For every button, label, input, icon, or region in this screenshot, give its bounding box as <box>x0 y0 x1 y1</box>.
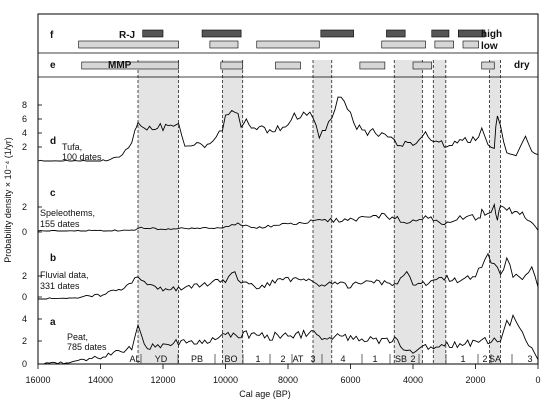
period-label: 2 <box>280 354 285 364</box>
period-label: YD <box>155 354 168 364</box>
shaded-period <box>222 60 243 364</box>
low-bar <box>434 40 454 49</box>
low-bar <box>381 40 426 49</box>
x-tick-label: 12000 <box>150 375 175 385</box>
mmp-bar <box>220 61 243 70</box>
period-label: 1 <box>460 354 465 364</box>
panel-e-letter: e <box>50 60 56 71</box>
series-c-count: 155 dates <box>40 219 80 229</box>
low-bar <box>462 40 479 49</box>
series-c-name: Speleothems, <box>40 208 95 218</box>
period-label: 3 <box>310 354 315 364</box>
low-bar <box>78 40 179 49</box>
shaded-period <box>433 60 446 364</box>
mmp-bar <box>81 61 179 70</box>
x-tick-label: 4000 <box>403 375 423 385</box>
panel-f-low-label: low <box>481 41 498 52</box>
panel-f-label: R-J <box>119 30 135 41</box>
x-tick-label: 14000 <box>88 375 113 385</box>
series-b-name: Fluvial data, <box>40 270 89 280</box>
y-tick-label: 6 <box>22 114 27 124</box>
x-tick-label: 0 <box>535 375 540 385</box>
period-label: 4 <box>340 354 345 364</box>
mmp-bar <box>359 61 386 70</box>
high-bar <box>201 29 242 38</box>
period-label: 3 <box>527 354 532 364</box>
y-tick-label: 2 <box>22 336 27 346</box>
low-bar <box>209 40 239 49</box>
y-tick-label: 4 <box>22 128 27 138</box>
y-tick-label: 2 <box>22 202 27 212</box>
tick-marks <box>37 104 539 369</box>
shaded-period <box>394 60 423 364</box>
x-tick-label: 2000 <box>465 375 485 385</box>
y-tick-label: 0 <box>22 292 27 302</box>
high-bar <box>386 29 406 38</box>
series-d-name: Tufa, <box>62 142 82 152</box>
period-label: SA <box>489 354 501 364</box>
period-label: AL <box>129 354 140 364</box>
panel-e-label: MMP <box>108 60 132 71</box>
period-label: AT <box>293 354 304 364</box>
y-tick-label: 0 <box>22 227 27 237</box>
series-d-count: 100 dates <box>62 152 102 162</box>
x-tick-label: 10000 <box>213 375 238 385</box>
period-label: 2 <box>482 354 487 364</box>
y-tick-label: 2 <box>22 271 27 281</box>
panel-f-high-label: high <box>481 29 502 40</box>
series-a-letter: a <box>50 317 56 328</box>
series-a-count: 785 dates <box>67 342 107 352</box>
period-label: 1 <box>372 354 377 364</box>
low-bar <box>256 40 320 49</box>
period-label: BO <box>224 354 237 364</box>
period-label: SB <box>395 354 407 364</box>
series-lines <box>37 96 539 365</box>
series-line-d <box>37 96 539 162</box>
high-bar <box>431 29 450 38</box>
period-label: 2 <box>410 354 415 364</box>
y-tick-label: 4 <box>22 314 27 324</box>
series-line-b <box>38 252 539 300</box>
high-bar <box>458 29 486 38</box>
panel-e-dry-label: dry <box>514 60 530 71</box>
series-a-name: Peat, <box>67 332 88 342</box>
shaded-period <box>313 60 332 364</box>
high-bar <box>142 29 164 38</box>
y-axis-label: Probability density × 10⁻⁴ (1/yr) <box>3 137 13 262</box>
x-tick-label: 8000 <box>278 375 298 385</box>
series-line-c <box>37 202 539 232</box>
x-tick-label: 16000 <box>25 375 50 385</box>
panel-f-letter: f <box>50 30 54 41</box>
y-tick-label: 8 <box>22 100 27 110</box>
y-tick-label: 0 <box>22 359 27 369</box>
mmp-bar <box>275 61 301 70</box>
series-line-a <box>38 313 539 365</box>
shaded-period <box>138 60 179 364</box>
mmp-bar <box>412 61 433 70</box>
x-axis-label: Cal age (BP) <box>239 389 291 399</box>
mmp-bar <box>481 61 495 70</box>
high-bar <box>320 29 354 38</box>
series-c-letter: c <box>50 188 56 199</box>
x-tick-label: 6000 <box>340 375 360 385</box>
period-label: PB <box>191 354 203 364</box>
series-b-count: 331 dates <box>40 281 80 291</box>
series-b-letter: b <box>50 253 56 264</box>
shaded-periods <box>137 60 501 364</box>
series-d-letter: d <box>50 136 56 147</box>
period-label: 1 <box>255 354 260 364</box>
y-tick-label: 2 <box>22 142 27 152</box>
panel-bars <box>78 29 495 70</box>
